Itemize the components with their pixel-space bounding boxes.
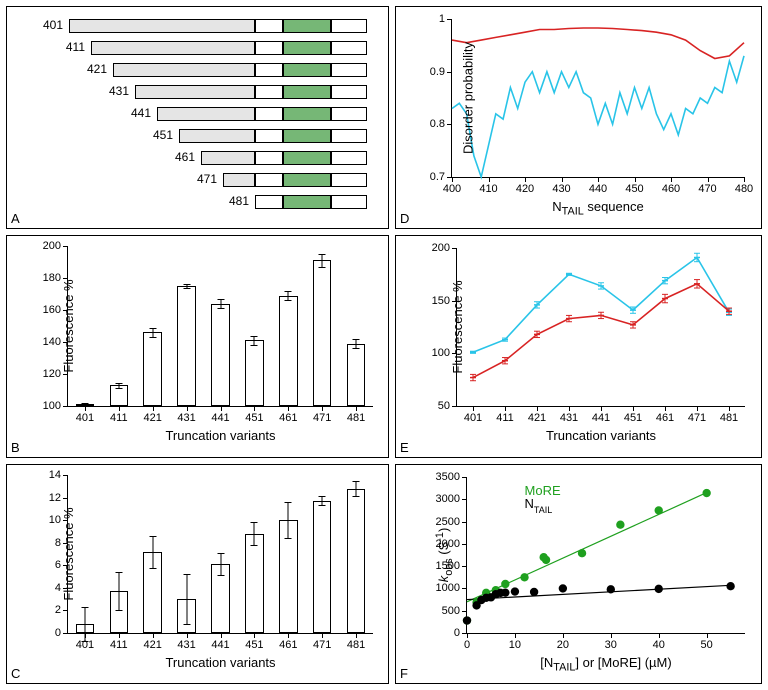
bar (347, 489, 366, 633)
trunc-label: 401 (35, 18, 63, 32)
bar (177, 286, 196, 406)
trunc-label: 451 (145, 128, 173, 142)
trunc-label: 441 (123, 106, 151, 120)
trunc-label: 461 (167, 150, 195, 164)
panel-letter-c: C (11, 666, 20, 681)
panel-b: B100120140160180200401411421431441451461… (6, 235, 389, 458)
bar (143, 332, 162, 406)
bar (279, 296, 298, 406)
panel-letter-a: A (11, 211, 20, 226)
svg-text:NTAIL: NTAIL (525, 496, 553, 515)
trunc-label: 481 (221, 194, 249, 208)
figure: A 401 411 421 431 441 451 461 471 481 B1001201401… (0, 0, 768, 690)
bar (313, 501, 332, 633)
bar (245, 340, 264, 406)
panel-letter-b: B (11, 440, 20, 455)
bar (313, 260, 332, 406)
trunc-label: 411 (57, 40, 85, 54)
trunc-label: 471 (189, 172, 217, 186)
panel-d: D0.70.80.91400410420430440450460470480Di… (395, 6, 762, 229)
panel-a: A 401 411 421 431 441 451 461 471 481 (6, 6, 389, 229)
panel-letter-e: E (400, 440, 409, 455)
bar (211, 304, 230, 406)
panel-letter-d: D (400, 211, 409, 226)
panel-c: C02468101214401411421431441451461471481F… (6, 464, 389, 684)
panel-e: E50100150200401411421431441451461471481F… (395, 235, 762, 458)
bar (245, 534, 264, 633)
trunc-label: 431 (101, 84, 129, 98)
panel-letter-f: F (400, 666, 408, 681)
panel-f: F050010001500200025003000350001020304050… (395, 464, 762, 684)
trunc-label: 421 (79, 62, 107, 76)
bar (347, 344, 366, 406)
